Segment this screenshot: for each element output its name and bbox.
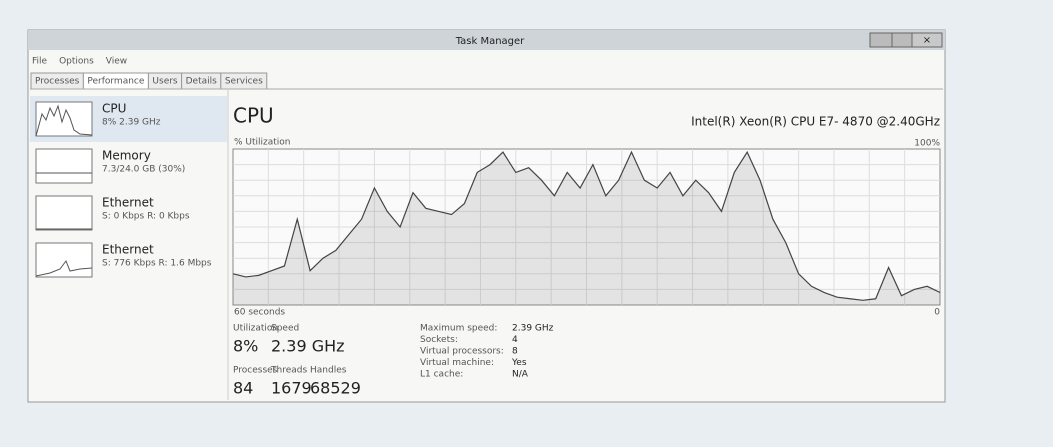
spec-label: Virtual processors: <box>420 347 504 357</box>
stat-value: 1679 <box>271 379 312 398</box>
spec-value: 4 <box>512 335 518 345</box>
menu-bar: File Options View <box>32 57 127 67</box>
close-icon: × <box>923 35 931 46</box>
stat-label: Handles <box>310 366 347 376</box>
y-tick-label: 100% <box>914 139 940 149</box>
window-title: Task Manager <box>455 36 525 47</box>
item-detail[interactable]: 8% 2.39 GHz <box>102 118 161 128</box>
graph-y-label: % Utilization <box>234 138 291 148</box>
tab-label[interactable]: Performance <box>87 77 144 87</box>
menu-item[interactable]: View <box>106 57 127 67</box>
thumbnail <box>36 149 92 183</box>
maximize-button[interactable] <box>892 33 912 47</box>
item-name[interactable]: CPU <box>102 102 126 116</box>
stat-label: Threads <box>270 366 307 376</box>
item-detail[interactable]: 7.3/24.0 GB (30%) <box>102 165 185 175</box>
minimize-button[interactable] <box>870 33 892 47</box>
item-name[interactable]: Memory <box>102 149 151 163</box>
menu-item[interactable]: Options <box>59 57 94 67</box>
stat-label: Speed <box>271 324 299 334</box>
stat-value: 68529 <box>310 379 361 398</box>
spec-label: Sockets: <box>420 335 458 345</box>
spec-label: L1 cache: <box>420 370 463 380</box>
item-detail[interactable]: S: 0 Kbps R: 0 Kbps <box>102 212 190 222</box>
tab-label[interactable]: Users <box>152 77 178 87</box>
tab-label[interactable]: Details <box>186 77 218 87</box>
menu-item[interactable]: File <box>32 57 48 67</box>
spec-label: Virtual machine: <box>420 358 494 368</box>
processor-name: Intel(R) Xeon(R) CPU E7- 4870 @2.40GHz <box>691 115 940 129</box>
stat-value: 84 <box>233 379 253 398</box>
tab-label[interactable]: Processes <box>35 77 80 87</box>
tab-bar: Processes Performance Users Details Services <box>31 73 267 89</box>
tab-label[interactable]: Services <box>225 77 263 87</box>
thumbnail <box>36 196 92 230</box>
spec-value: 8 <box>512 347 518 357</box>
spec-value: Yes <box>511 358 527 368</box>
item-name[interactable]: Ethernet <box>102 196 154 210</box>
cpu-graph: 0 100% <box>233 139 940 318</box>
graph-x-label: 60 seconds <box>234 308 285 318</box>
screen: Task Manager × File Options View Processes… <box>0 0 1053 443</box>
thumbnail <box>36 102 92 136</box>
item-name[interactable]: Ethernet <box>102 243 154 257</box>
y-tick-label: 0 <box>934 308 940 318</box>
stat-value: 2.39 GHz <box>271 337 345 356</box>
spec-label: Maximum speed: <box>420 324 497 334</box>
spec-value: 2.39 GHz <box>512 324 554 334</box>
page-title: CPU <box>233 104 274 128</box>
item-detail[interactable]: S: 776 Kbps R: 1.6 Mbps <box>102 259 212 269</box>
thumbnail <box>36 243 92 277</box>
stat-value: 8% <box>233 337 258 356</box>
spec-value: N/A <box>512 370 529 380</box>
